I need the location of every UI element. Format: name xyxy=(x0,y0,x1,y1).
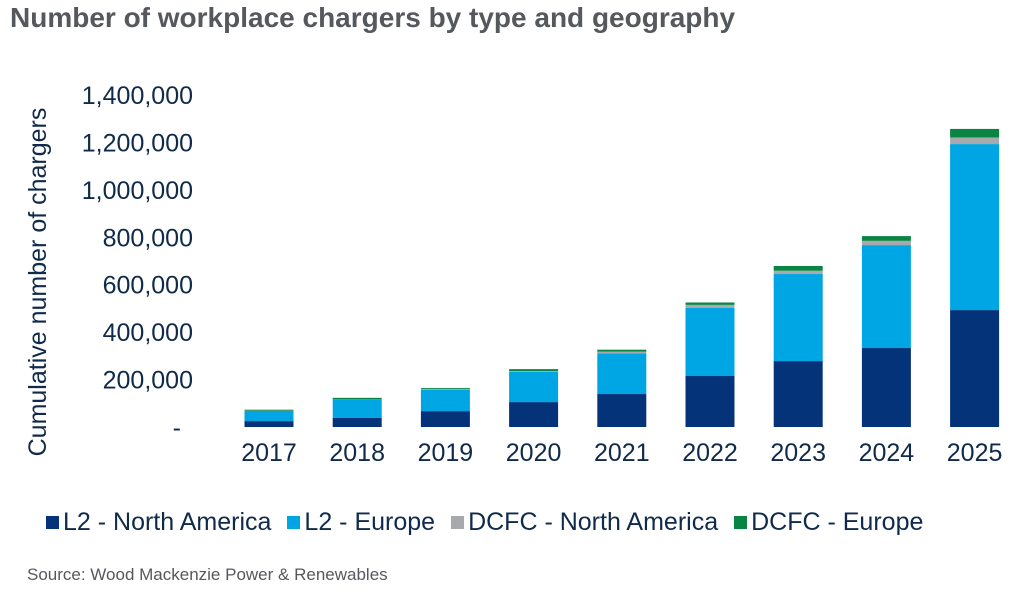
legend-label: L2 - North America xyxy=(63,508,272,536)
legend-swatch xyxy=(734,516,748,529)
y-tick-label: 400,000 xyxy=(103,319,193,347)
bar-segment-2023-dcfc-europe xyxy=(773,265,823,271)
bar-segment-2022-l2-europe xyxy=(685,307,735,377)
x-tick-label: 2018 xyxy=(329,439,385,467)
bar-segment-2024-l2-north-america xyxy=(861,348,911,427)
y-tick-label: 200,000 xyxy=(103,367,193,395)
bar-segment-2019-dcfc-europe xyxy=(420,388,470,390)
bar-segment-2025-l2-europe xyxy=(950,144,1000,311)
legend-label: L2 - Europe xyxy=(304,508,436,536)
bar-segment-2019-l2-europe xyxy=(420,390,470,412)
bar-segment-2017-dcfc-europe xyxy=(244,409,294,411)
source-note: Source: Wood Mackenzie Power & Renewable… xyxy=(27,565,388,584)
bar-segment-2021-dcfc-europe xyxy=(597,349,647,352)
y-tick-label: 1,000,000 xyxy=(82,177,193,205)
x-tick-label: 2021 xyxy=(594,439,650,467)
bar-segment-2020-l2-north-america xyxy=(509,402,559,427)
legend-item: DCFC - Europe xyxy=(734,508,923,537)
bar-segment-2021-dcfc-north-america xyxy=(597,351,647,354)
bar-segment-2023-l2-north-america xyxy=(773,361,823,427)
legend: L2 - North America L2 - Europe DCFC - Nort… xyxy=(46,508,939,537)
legend-item: DCFC - North America xyxy=(451,508,718,537)
x-tick-label: 2017 xyxy=(241,439,297,467)
bar-segment-2023-l2-europe xyxy=(773,274,823,362)
y-tick-label: 1,200,000 xyxy=(82,129,193,157)
bar-segment-2019-dcfc-north-america xyxy=(420,389,470,391)
legend-swatch xyxy=(451,516,465,529)
bar-segment-2017-l2-north-america xyxy=(244,421,294,427)
bar-segment-2024-l2-europe xyxy=(861,245,911,349)
bar-segment-2024-dcfc-europe xyxy=(861,236,911,241)
bar-segment-2018-l2-europe xyxy=(332,399,382,418)
x-tick-label: 2022 xyxy=(682,439,738,467)
bar-segment-2024-dcfc-north-america xyxy=(861,240,911,246)
y-tick-label: - xyxy=(173,414,181,442)
legend-label: DCFC - North America xyxy=(468,508,719,536)
bar-segment-2025-l2-north-america xyxy=(950,310,1000,427)
legend-label: DCFC - Europe xyxy=(751,508,924,536)
chart-title: Number of workplace chargers by type and… xyxy=(10,2,736,33)
x-tick-label: 2025 xyxy=(947,439,1003,467)
legend-swatch xyxy=(46,516,59,529)
bar-segment-2020-dcfc-north-america xyxy=(509,371,559,372)
bar-segment-2021-l2-europe xyxy=(597,353,647,395)
bar-segment-2022-dcfc-north-america xyxy=(685,304,735,308)
x-tick-label: 2024 xyxy=(859,439,915,467)
x-tick-label: 2020 xyxy=(506,439,562,467)
y-tick-label: 600,000 xyxy=(103,272,193,300)
y-tick-label: 1,400,000 xyxy=(82,82,193,110)
bar-segment-2025-dcfc-north-america xyxy=(950,137,1000,145)
bar-segment-2025-dcfc-europe xyxy=(950,128,1000,138)
bar-segment-2020-dcfc-europe xyxy=(509,369,559,372)
y-tick-label: 800,000 xyxy=(103,224,193,252)
x-tick-label: 2019 xyxy=(418,439,474,467)
bar-segment-2023-dcfc-north-america xyxy=(773,270,823,275)
bar-segment-2022-dcfc-europe xyxy=(685,302,735,305)
bar-segment-2020-l2-europe xyxy=(509,371,559,403)
bar-segment-2017-l2-europe xyxy=(244,410,294,422)
bar-segment-2019-l2-north-america xyxy=(420,411,470,427)
bar-segment-2022-l2-north-america xyxy=(685,376,735,427)
bar-segment-2018-l2-north-america xyxy=(332,417,382,427)
x-tick-label: 2023 xyxy=(770,439,826,467)
y-axis-title: Cumulative number of chargers xyxy=(24,108,52,457)
bar-segment-2018-dcfc-europe xyxy=(332,397,382,400)
legend-swatch xyxy=(287,516,301,529)
bar-segment-2021-l2-north-america xyxy=(597,394,647,427)
legend-item: L2 - North America xyxy=(46,508,271,537)
legend-item: L2 - Europe xyxy=(287,508,435,537)
